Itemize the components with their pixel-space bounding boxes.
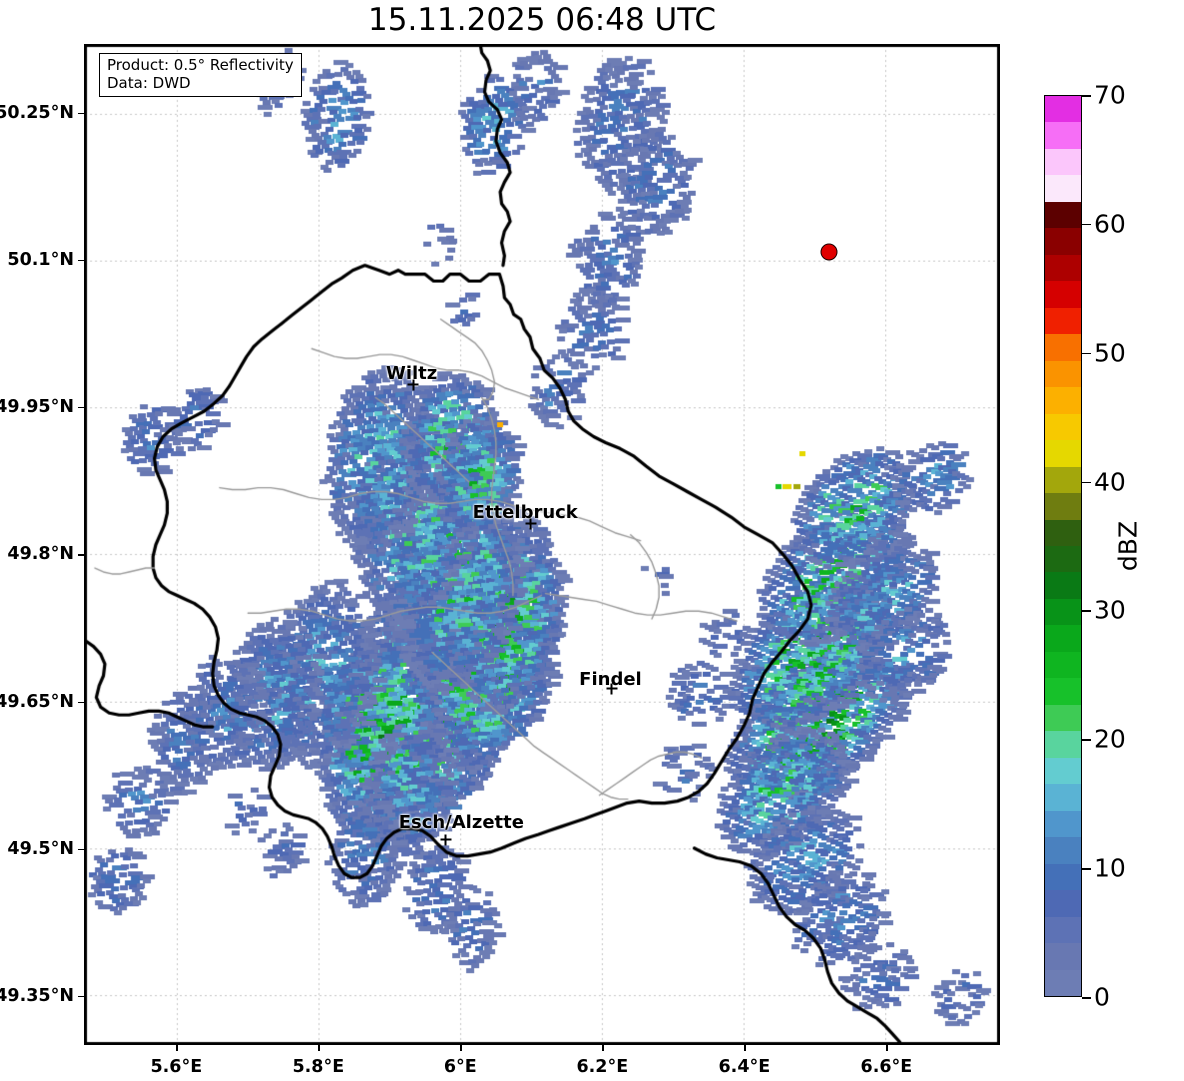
colorbar-band (1045, 597, 1081, 626)
colorbar-band (1045, 439, 1081, 467)
map-plot-area[interactable]: Product: 0.5° Reflectivity Data: DWD Wil… (84, 44, 1000, 1045)
colorbar-tick-label: 50 (1094, 338, 1126, 368)
city-label-esch-alzette: Esch/Alzette (398, 812, 524, 834)
product-line: Product: 0.5° Reflectivity (107, 56, 294, 74)
city-marker-icon (525, 518, 537, 530)
x-axis-tick-mark (886, 1045, 888, 1051)
colorbar-band (1045, 650, 1081, 679)
colorbar-band (1045, 862, 1081, 891)
colorbar-band (1045, 677, 1081, 705)
x-axis-tick-label: 6.4°E (718, 1057, 771, 1077)
radar-reflectivity-canvas[interactable] (85, 45, 999, 1044)
x-axis-tick-mark (176, 1045, 178, 1051)
y-axis-tick-label: 49.8°N (7, 544, 74, 565)
y-axis-tick-label: 50.25°N (0, 102, 74, 123)
colorbar-band (1045, 253, 1081, 282)
colorbar-tick-mark (1082, 95, 1091, 97)
colorbar-tick-mark (1082, 352, 1091, 355)
colorbar-band (1045, 121, 1081, 149)
colorbar-tick-label: 0 (1094, 982, 1110, 1012)
x-axis-tick-label: 6°E (443, 1057, 477, 1077)
colorbar-band (1045, 756, 1081, 785)
colorbar-band (1045, 333, 1081, 361)
colorbar-band (1045, 518, 1081, 546)
city-label-findel: Findel (579, 669, 642, 691)
colorbar-tick-label: 60 (1094, 209, 1126, 239)
colorbar-tick-label: 10 (1094, 853, 1126, 883)
colorbar-band (1045, 147, 1081, 176)
colorbar-band (1045, 889, 1081, 917)
colorbar (1044, 95, 1082, 997)
colorbar-band (1045, 412, 1081, 441)
colorbar-title: dBZ (1113, 520, 1143, 572)
colorbar-band (1045, 386, 1081, 414)
radar-site-marker-icon (820, 243, 838, 261)
colorbar-band (1045, 96, 1081, 123)
colorbar-tick-mark (1082, 610, 1091, 613)
colorbar-band (1045, 915, 1081, 944)
colorbar-tick-label: 40 (1094, 467, 1126, 497)
colorbar-band (1045, 968, 1081, 996)
x-axis-tick-mark (744, 1045, 746, 1051)
colorbar-band (1045, 703, 1081, 732)
colorbar-band (1045, 200, 1081, 229)
city-marker-icon (440, 834, 452, 846)
colorbar-band (1045, 571, 1081, 599)
colorbar-band (1045, 227, 1081, 255)
page-title: 15.11.2025 06:48 UTC (368, 2, 716, 38)
city-marker-icon (606, 683, 618, 695)
y-axis-tick-label: 50.1°N (7, 249, 74, 270)
x-axis-tick-mark (318, 1045, 320, 1051)
y-axis-tick-label: 49.5°N (7, 838, 74, 859)
colorbar-tick-mark (1082, 997, 1091, 999)
colorbar-band (1045, 359, 1081, 388)
x-axis-tick-label: 6.6°E (860, 1057, 913, 1077)
colorbar-tick-label: 70 (1094, 80, 1126, 110)
city-marker-icon (407, 379, 419, 391)
y-axis-tick-label: 49.65°N (0, 691, 74, 712)
colorbar-tick-mark (1082, 481, 1091, 484)
colorbar-band (1045, 730, 1081, 758)
city-label-wiltz: Wiltz (385, 362, 438, 384)
colorbar-band (1045, 174, 1081, 202)
colorbar-band (1045, 280, 1081, 308)
x-axis-tick-mark (460, 1045, 462, 1051)
y-axis-tick-label: 49.95°N (0, 397, 74, 418)
colorbar-band (1045, 544, 1081, 573)
colorbar-band (1045, 624, 1081, 652)
colorbar-tick-mark (1082, 868, 1091, 870)
colorbar-tick-label: 30 (1094, 595, 1126, 625)
colorbar-tick-mark (1082, 739, 1091, 741)
x-axis-tick-label: 6.2°E (576, 1057, 629, 1077)
data-source-line: Data: DWD (107, 73, 191, 92)
product-info-box: Product: 0.5° Reflectivity Data: DWD (99, 53, 302, 98)
x-axis-tick-label: 5.6°E (150, 1057, 203, 1077)
city-label-ettelbruck: Ettelbruck (472, 502, 578, 524)
colorbar-band (1045, 941, 1081, 970)
colorbar-band (1045, 809, 1081, 838)
colorbar-band (1045, 783, 1081, 811)
colorbar-band (1045, 306, 1081, 335)
colorbar-tick-label: 20 (1094, 724, 1126, 754)
colorbar-tick-mark (1082, 223, 1091, 226)
colorbar-band (1045, 465, 1081, 494)
x-axis-tick-mark (602, 1045, 604, 1051)
colorbar-band (1045, 836, 1081, 864)
y-axis-tick-label: 49.35°N (0, 985, 74, 1006)
x-axis-tick-label: 5.8°E (292, 1057, 345, 1077)
colorbar-band (1045, 491, 1081, 520)
